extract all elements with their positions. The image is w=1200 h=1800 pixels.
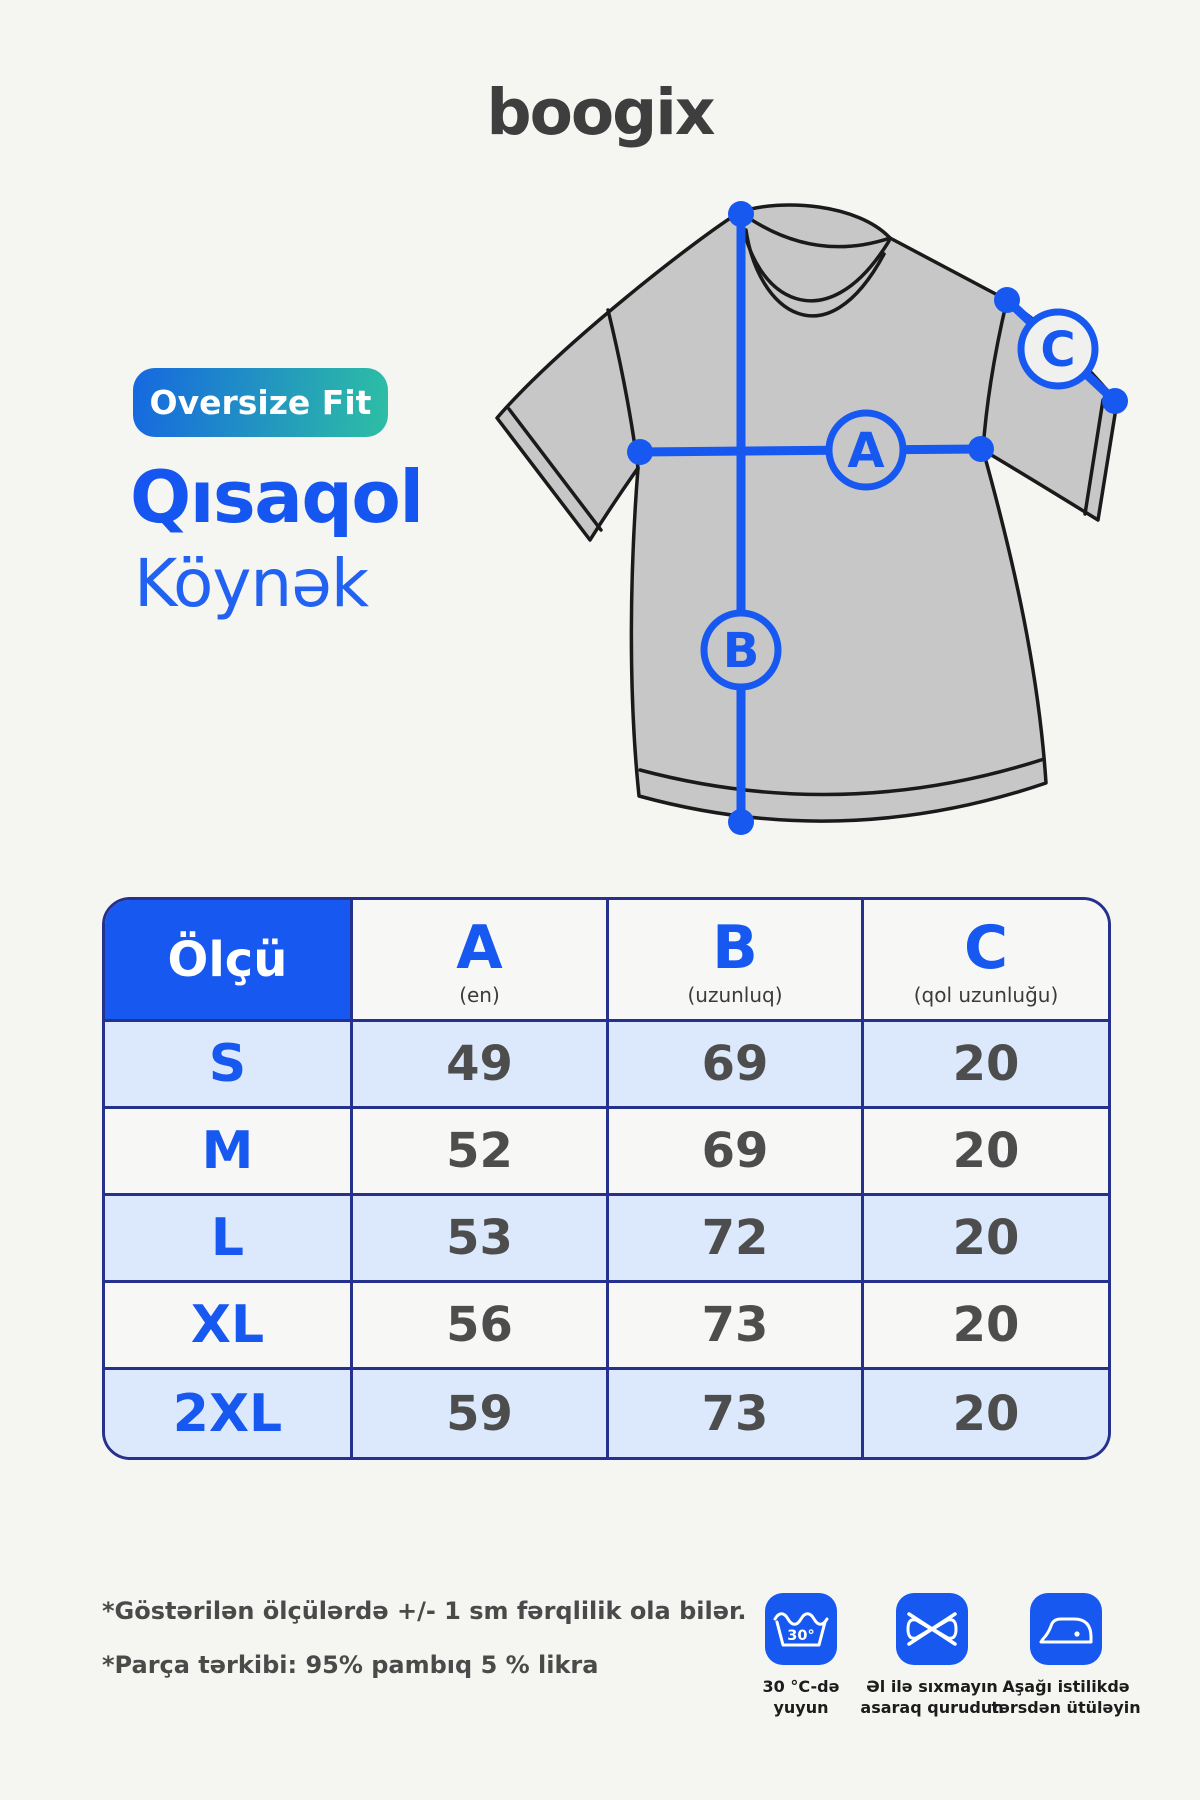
care-label-iron: Aşağı istilikdə tərsdən ütüləyin xyxy=(991,1676,1140,1718)
measure-b-badge xyxy=(700,609,782,691)
measure-a-left-dot xyxy=(627,439,653,465)
measure-c-letter: C xyxy=(1040,322,1075,378)
measure-a-right-dot xyxy=(968,436,994,462)
collar-back-line xyxy=(738,210,892,249)
column-header-b: B (uzunluq) xyxy=(609,900,864,1022)
column-header-c-subtitle: (qol uzunluğu) xyxy=(913,982,1059,1007)
iron-low-icon xyxy=(1030,1593,1102,1665)
care-item-no-wring: Əl ilə sıxmayın asaraq qurudun xyxy=(852,1593,1012,1718)
measure-b-value-cell: 73 xyxy=(609,1370,864,1457)
care-label-iron-line1: Aşağı istilikdə xyxy=(1002,1677,1130,1696)
size-label-cell: L xyxy=(105,1196,353,1283)
measure-c-badge xyxy=(1017,308,1099,390)
wash-30-icon: 30° xyxy=(765,1593,837,1665)
measure-c-value-cell: 20 xyxy=(864,1283,1108,1370)
care-item-iron: Aşağı istilikdə tərsdən ütüləyin xyxy=(986,1593,1146,1718)
measure-a-value-cell: 59 xyxy=(353,1370,609,1457)
size-column-header: Ölçü xyxy=(105,900,353,1022)
size-label-cell: S xyxy=(105,1022,353,1109)
measure-a-value-cell: 49 xyxy=(353,1022,609,1109)
do-not-wring-icon xyxy=(896,1593,968,1665)
measure-a-value-cell: 53 xyxy=(353,1196,609,1283)
measure-b-top-dot xyxy=(728,201,754,227)
hem-seam xyxy=(638,757,1046,797)
measure-a-value-cell: 52 xyxy=(353,1109,609,1196)
column-header-a-subtitle: (en) xyxy=(459,982,500,1007)
measure-c-start-dot xyxy=(994,287,1020,313)
tshirt-diagram: A B C xyxy=(495,201,1128,835)
right-cuff-seam xyxy=(1083,398,1105,516)
measure-a-badge xyxy=(825,409,907,491)
care-label-wash-line1: 30 °C-də xyxy=(762,1677,840,1696)
measure-b-value-cell: 72 xyxy=(609,1196,864,1283)
size-label-cell: M xyxy=(105,1109,353,1196)
measure-c-value-cell: 20 xyxy=(864,1022,1108,1109)
care-label-wash: 30 °C-də yuyun xyxy=(763,1676,840,1718)
measure-b-value-cell: 73 xyxy=(609,1283,864,1370)
size-label-cell: XL xyxy=(105,1283,353,1370)
fit-badge: Oversize Fit xyxy=(133,368,388,437)
care-label-iron-line2: tərsdən ütüləyin xyxy=(991,1698,1141,1717)
column-header-a: A (en) xyxy=(353,900,609,1022)
left-cuff-seam xyxy=(507,407,603,532)
measure-c-value-cell: 20 xyxy=(864,1370,1108,1457)
care-item-wash: 30° 30 °C-də yuyun xyxy=(721,1593,881,1718)
column-header-b-letter: B xyxy=(712,912,758,983)
measure-a-value-cell: 56 xyxy=(353,1283,609,1370)
measure-b-value-cell: 69 xyxy=(609,1109,864,1196)
measure-c-value-cell: 20 xyxy=(864,1109,1108,1196)
care-label-no-wring-line2: asaraq qurudun xyxy=(860,1698,1004,1717)
measure-c-value-cell: 20 xyxy=(864,1196,1108,1283)
measure-a-line xyxy=(635,444,986,457)
care-label-no-wring-line1: Əl ilə sıxmayın xyxy=(866,1677,998,1696)
measure-b-bottom-dot xyxy=(728,809,754,835)
care-label-no-wring: Əl ilə sıxmayın asaraq qurudun xyxy=(860,1676,1003,1718)
measure-c-end-dot xyxy=(1102,388,1128,414)
measure-b-letter: B xyxy=(723,623,760,679)
wash-temp-label: 30° xyxy=(787,1628,814,1644)
column-header-b-subtitle: (uzunluq) xyxy=(687,982,783,1007)
size-label-cell: 2XL xyxy=(105,1370,353,1457)
column-header-a-letter: A xyxy=(456,912,503,983)
product-title-line2: Köynək xyxy=(134,545,369,622)
column-header-c-letter: C xyxy=(963,912,1009,983)
measure-b-value-cell: 69 xyxy=(609,1022,864,1109)
care-label-wash-line2: yuyun xyxy=(773,1698,829,1717)
fabric-note: *Parça tərkibi: 95% pambıq 5 % likra xyxy=(102,1651,599,1679)
brand-logo: boogix xyxy=(486,76,716,149)
collar-front-inner-line xyxy=(744,228,886,318)
tolerance-note: *Göstərilən ölçülərdə +/- 1 sm fərqlilik… xyxy=(102,1597,747,1625)
product-title-line1: Qısaqol xyxy=(130,455,424,539)
size-table: Ölçü A (en) B (uzunluq) C (qol uzunluğu)… xyxy=(102,897,1111,1460)
right-sleeve-seam xyxy=(981,298,1009,452)
measure-a-letter: A xyxy=(847,423,884,479)
column-header-c: C (qol uzunluğu) xyxy=(864,900,1108,1022)
